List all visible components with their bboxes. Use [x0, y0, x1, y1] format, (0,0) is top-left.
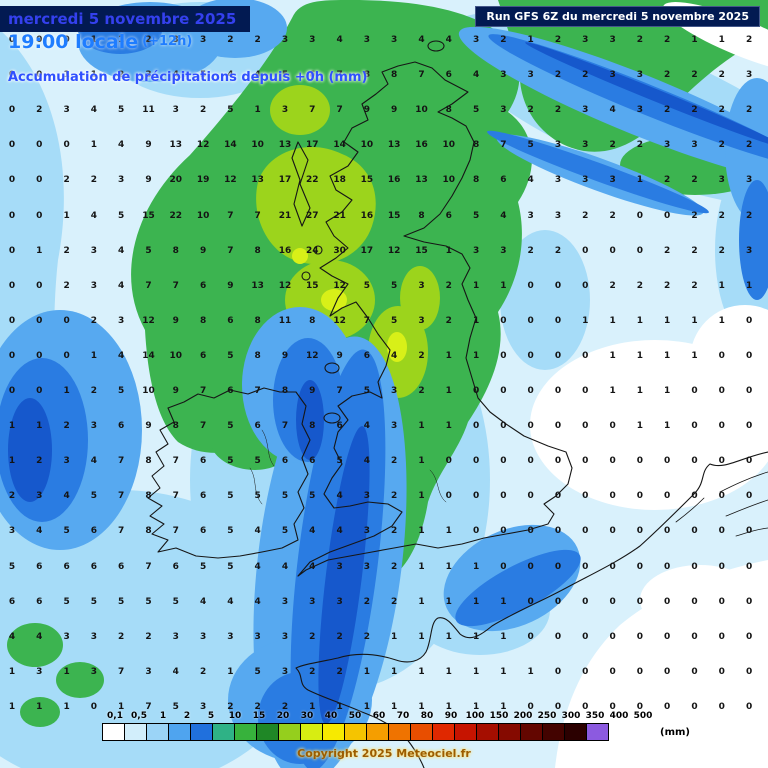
legend-swatch	[212, 723, 235, 741]
coastline-isle-small-2	[301, 271, 311, 281]
legend-swatch	[366, 723, 389, 741]
legend-label: 500	[633, 711, 653, 721]
precip-layer-deep	[8, 42, 768, 724]
legend-label: 350	[585, 711, 605, 721]
coastline-isle-small-1	[313, 245, 323, 255]
legend-swatch	[410, 723, 433, 741]
local-time-text: 19:00 locale	[8, 31, 139, 53]
coastline-paths	[147, 40, 768, 768]
coastline-hebrides	[291, 141, 311, 227]
legend-swatch	[300, 723, 323, 741]
date-header-bar: mercredi 5 novembre 2025	[0, 6, 251, 32]
legend-swatch	[564, 723, 587, 741]
legend-label: 90	[444, 711, 458, 721]
legend-swatch	[498, 723, 521, 741]
legend-unit-label: (mm)	[660, 727, 690, 738]
legend-label: 0,1	[107, 711, 123, 721]
forecast-offset-label: (+12h)	[142, 34, 193, 49]
legend-swatch	[146, 723, 169, 741]
legend-label: 400	[609, 711, 629, 721]
coastline-great-britain	[297, 61, 573, 577]
legend-swatch	[344, 723, 367, 741]
coastline-anglesey	[323, 412, 341, 424]
map-subtitle: Accumulation de précipitations depuis +0…	[8, 70, 368, 85]
coastline-continent	[295, 451, 768, 768]
legend-swatch	[586, 723, 609, 741]
legend-label: 20	[276, 711, 290, 721]
copyright-text: Copyright 2025 Meteociel.fr	[297, 747, 471, 760]
river-lines	[249, 429, 447, 505]
legend-swatch	[256, 723, 279, 741]
date-label: mercredi 5 novembre 2025	[8, 10, 237, 28]
legend-color-bar	[102, 723, 609, 741]
legend-swatch	[322, 723, 345, 741]
legend-swatch	[432, 723, 455, 741]
legend-label: 15	[252, 711, 266, 721]
precip-layer-bright	[292, 248, 407, 362]
coastline-ireland	[147, 387, 311, 559]
legend-swatch	[454, 723, 477, 741]
legend-swatch	[388, 723, 411, 741]
coastline-orkney	[427, 40, 445, 52]
legend-swatch	[102, 723, 125, 741]
legend-label: 30	[300, 711, 314, 721]
legend-label: 50	[348, 711, 362, 721]
legend-labels: 0,1 0,5 1 2 5 10 15 20 30 40 50 60 70 80 90 100 150 200 25…	[103, 711, 655, 721]
legend-swatch	[278, 723, 301, 741]
legend-swatch	[476, 723, 499, 741]
coastline-delta-lines	[675, 471, 768, 537]
legend-label: 250	[537, 711, 557, 721]
legend-swatch	[168, 723, 191, 741]
legend-label: 0,5	[131, 711, 147, 721]
model-run-badge: Run GFS 6Z du mercredi 5 novembre 2025	[475, 6, 760, 27]
legend-label: 10	[228, 711, 242, 721]
legend-label: 1	[159, 711, 167, 721]
legend-swatch	[124, 723, 147, 741]
legend-label: 150	[489, 711, 509, 721]
time-label: 19:00 locale (+12h)	[8, 31, 192, 53]
legend-swatch	[234, 723, 257, 741]
legend-label: 70	[396, 711, 410, 721]
legend-label: 5	[207, 711, 215, 721]
legend-label: 300	[561, 711, 581, 721]
legend-swatch	[520, 723, 543, 741]
legend-label: 100	[465, 711, 485, 721]
legend-label: 2	[183, 711, 191, 721]
legend-swatch	[190, 723, 213, 741]
legend-label: 80	[420, 711, 434, 721]
coastline-isle-of-man	[324, 362, 340, 374]
legend-label: 60	[372, 711, 386, 721]
legend-label: 40	[324, 711, 338, 721]
legend-label: 200	[513, 711, 533, 721]
legend-swatch	[542, 723, 565, 741]
